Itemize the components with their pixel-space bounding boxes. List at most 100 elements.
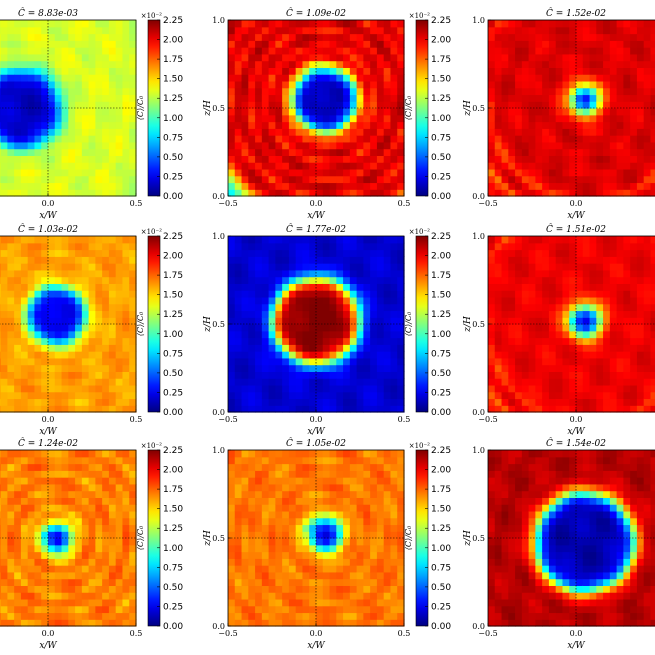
heatmap-cell: [20, 94, 29, 102]
heatmap-cell: [390, 53, 398, 62]
heatmap-cell: [34, 94, 42, 102]
heatmap-cell: [508, 324, 516, 332]
heatmap-cell: [569, 182, 577, 190]
heatmap-cell: [376, 60, 385, 68]
heatmap-cell: [68, 175, 76, 184]
heatmap-cell: [508, 148, 516, 156]
heatmap-cell: [343, 256, 351, 264]
heatmap-cell: [81, 317, 90, 325]
heatmap-cell: [48, 135, 56, 143]
heatmap-cell: [329, 114, 337, 123]
heatmap-cell: [356, 101, 364, 109]
heatmap-cell: [81, 162, 90, 170]
heatmap-cell: [596, 317, 604, 325]
heatmap-cell: [376, 263, 385, 271]
heatmap-cell: [228, 283, 236, 291]
heatmap-cell: [569, 391, 577, 400]
heatmap-cell: [576, 182, 584, 190]
heatmap-cell: [27, 94, 36, 102]
heatmap-cell: [515, 121, 523, 129]
heatmap-cell: [81, 182, 90, 190]
heatmap-cell: [370, 249, 378, 257]
heatmap-cell: [603, 189, 611, 197]
heatmap-cell: [390, 290, 398, 298]
heatmap-cell: [41, 121, 49, 129]
heatmap-cell: [309, 40, 317, 48]
heatmap-cell: [569, 87, 577, 96]
heatmap-cell: [41, 337, 49, 345]
heatmap-cell: [576, 121, 584, 129]
heatmap-cell: [0, 578, 8, 586]
heatmap-cell: [115, 269, 124, 278]
heatmap-cell: [14, 490, 22, 498]
heatmap-cell: [241, 94, 249, 102]
heatmap-cell: [548, 162, 557, 170]
heatmap-cell: [616, 364, 624, 372]
heatmap-cell: [596, 94, 604, 102]
heatmap-cell: [343, 121, 351, 129]
heatmap-cell: [41, 605, 49, 614]
heatmap-cell: [636, 141, 645, 150]
heatmap-cell: [261, 310, 270, 318]
heatmap-cell: [603, 398, 611, 406]
heatmap-cell: [268, 80, 276, 89]
heatmap-cell: [34, 598, 42, 607]
heatmap-cell: [61, 612, 69, 620]
heatmap-cell: [508, 391, 516, 400]
heatmap-cell: [343, 405, 351, 413]
heatmap-cell: [61, 20, 69, 28]
heatmap-cell: [115, 276, 124, 284]
x-axis-label: x/W: [307, 211, 325, 221]
heatmap-cell: [0, 324, 8, 332]
heatmap-cell: [555, 94, 564, 102]
heatmap-cell: [363, 317, 371, 325]
heatmap-cell: [75, 67, 83, 75]
heatmap-cell: [41, 168, 49, 177]
heatmap-cell: [316, 337, 324, 345]
heatmap-cell: [255, 80, 263, 89]
heatmap-cell: [228, 135, 236, 143]
heatmap-cell: [616, 148, 624, 156]
heatmap-cell: [61, 310, 69, 318]
heatmap-cell: [295, 269, 304, 278]
heatmap-cell: [115, 371, 124, 379]
heatmap-cell: [282, 364, 290, 372]
heatmap-cell: [228, 87, 236, 96]
heatmap-cell: [7, 101, 15, 109]
heatmap-cell: [542, 155, 550, 163]
heatmap-cell: [488, 162, 496, 170]
heatmap-cell: [488, 256, 496, 264]
heatmap-cell: [122, 463, 130, 471]
heatmap-cell: [309, 141, 317, 150]
heatmap-cell: [383, 182, 392, 190]
colorbar-tick-label: 1.00: [431, 114, 451, 124]
heatmap-cell: [576, 276, 584, 284]
heatmap-cell: [255, 384, 263, 393]
heatmap-cell: [349, 121, 358, 129]
heatmap-cell: [383, 269, 392, 278]
heatmap-cell: [528, 168, 536, 177]
heatmap-cell: [255, 60, 263, 68]
heatmap-cell: [288, 391, 297, 400]
heatmap-cell: [234, 162, 243, 170]
heatmap-cell: [582, 263, 591, 271]
heatmap-cell: [275, 317, 283, 325]
heatmap-cell: [0, 121, 8, 129]
heatmap-cell: [650, 67, 655, 75]
heatmap-cell: [528, 67, 536, 75]
heatmap-cell: [316, 182, 324, 190]
heatmap-cell: [7, 242, 15, 251]
heatmap-cell: [623, 20, 631, 28]
heatmap-cell: [356, 114, 364, 123]
heatmap-cell: [555, 74, 564, 82]
heatmap-cell: [521, 405, 530, 413]
heatmap-cell: [54, 592, 63, 600]
heatmap-cell: [596, 324, 604, 332]
heatmap-cell: [336, 155, 344, 163]
heatmap-cell: [255, 398, 263, 406]
heatmap-cell: [108, 531, 117, 539]
heatmap-cell: [569, 276, 577, 284]
heatmap-cell: [288, 114, 297, 123]
heatmap-cell: [0, 242, 2, 251]
heatmap-cell: [569, 310, 577, 318]
